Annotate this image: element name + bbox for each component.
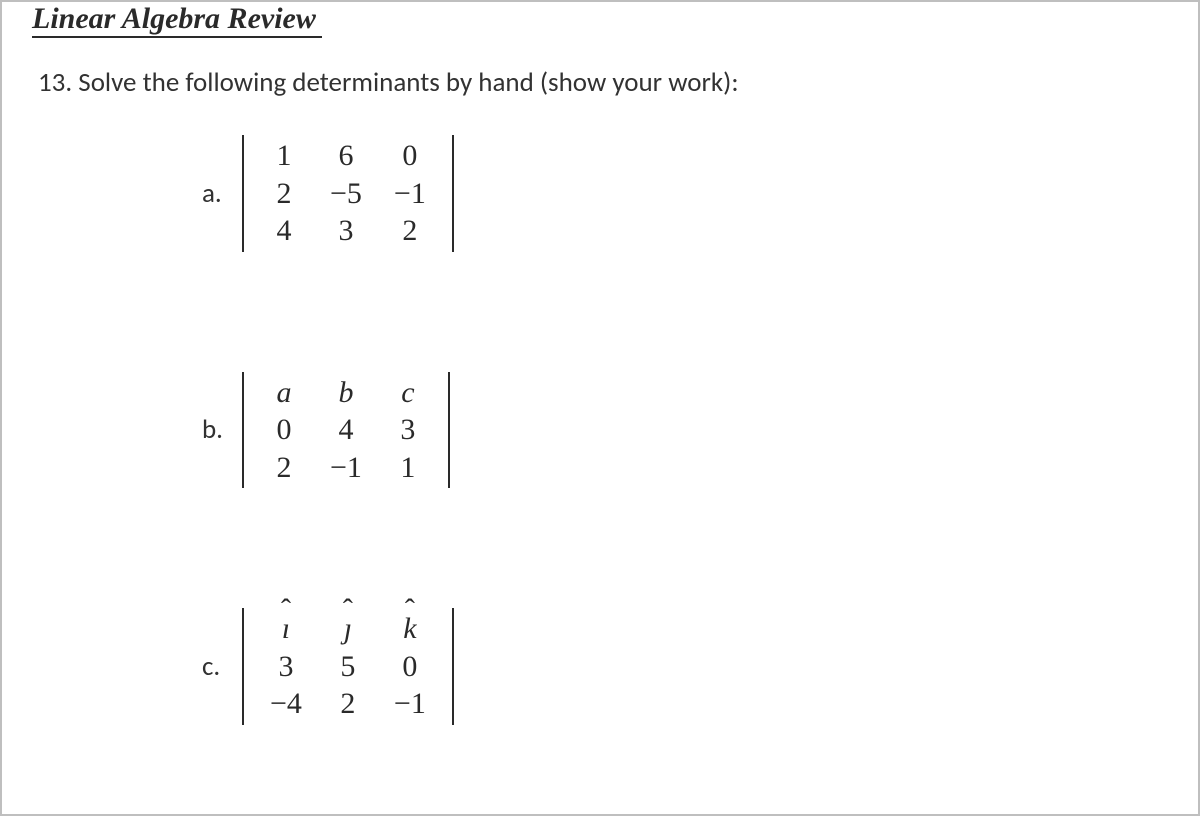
- problem-c-label: c.: [202, 650, 242, 683]
- problem-c: c. ı ȷ k 3 5 0 −4 2 −1: [202, 608, 1168, 725]
- matrix-cell: 0: [254, 411, 314, 449]
- matrix-b: a b c 0 4 3 2 −1 1: [254, 374, 438, 487]
- determinant-c: ı ȷ k 3 5 0 −4 2 −1: [242, 608, 454, 725]
- question-text: 13. Solve the following determinants by …: [38, 66, 1168, 99]
- matrix-cell: 2: [254, 175, 314, 213]
- determinant-b: a b c 0 4 3 2 −1 1: [242, 372, 450, 489]
- matrix-cell: c: [378, 374, 438, 412]
- matrix-cell: ı: [254, 610, 318, 648]
- matrix-cell: −1: [378, 175, 442, 213]
- matrix-cell: 4: [254, 212, 314, 250]
- matrix-cell: 2: [378, 212, 442, 250]
- matrix-cell: k: [378, 610, 442, 648]
- matrix-a: 1 6 0 2 −5 −1 4 3 2: [254, 137, 442, 250]
- problem-b-label: b.: [202, 413, 242, 446]
- matrix-cell: −5: [314, 175, 378, 213]
- matrix-cell: −1: [378, 685, 442, 723]
- problem-a: a. 1 6 0 2 −5 −1 4 3 2: [202, 135, 1168, 252]
- page: Linear Algebra Review 13. Solve the foll…: [0, 0, 1200, 816]
- matrix-cell: 3: [378, 411, 438, 449]
- matrix-cell: −1: [314, 449, 378, 487]
- matrix-cell: ȷ: [318, 610, 378, 648]
- determinant-a: 1 6 0 2 −5 −1 4 3 2: [242, 135, 454, 252]
- matrix-cell: 6: [314, 137, 378, 175]
- matrix-cell: 2: [318, 685, 378, 723]
- matrix-cell: 3: [314, 212, 378, 250]
- page-title: Linear Algebra Review: [32, 2, 322, 38]
- matrix-cell: 2: [254, 449, 314, 487]
- matrix-cell: 0: [378, 137, 442, 175]
- matrix-cell: 4: [314, 411, 378, 449]
- matrix-cell: 5: [318, 648, 378, 686]
- matrix-c: ı ȷ k 3 5 0 −4 2 −1: [254, 610, 442, 723]
- matrix-cell: −4: [254, 685, 318, 723]
- matrix-cell: 3: [254, 648, 318, 686]
- matrix-cell: 1: [254, 137, 314, 175]
- problem-a-label: a.: [202, 177, 242, 210]
- matrix-cell: 0: [378, 648, 442, 686]
- matrix-cell: 1: [378, 449, 438, 487]
- matrix-cell: a: [254, 374, 314, 412]
- matrix-cell: b: [314, 374, 378, 412]
- problem-b: b. a b c 0 4 3 2 −1 1: [202, 372, 1168, 489]
